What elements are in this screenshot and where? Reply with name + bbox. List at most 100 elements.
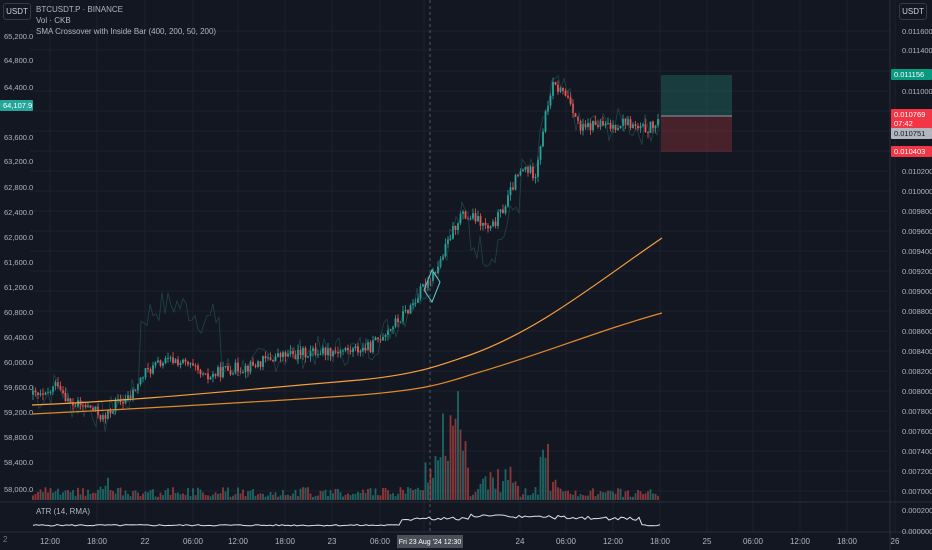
volume-bar xyxy=(129,496,132,500)
symbol-title[interactable]: BTCUSDT.P · BINANCE xyxy=(36,5,123,14)
candle-body xyxy=(202,373,204,375)
candle-body xyxy=(292,350,294,355)
volume-title[interactable]: Vol · CKB xyxy=(36,16,71,25)
right-scale-tick: 0.007000 xyxy=(902,487,932,496)
volume-bar xyxy=(282,490,284,500)
volume-bar xyxy=(332,493,334,500)
volume-bar xyxy=(432,477,434,500)
candle-body xyxy=(232,373,234,375)
left-scale-tick: 60,400.0 xyxy=(4,333,33,342)
candle-body xyxy=(497,212,499,226)
candle-body xyxy=(449,238,452,240)
candle-body xyxy=(567,95,569,98)
candle-body xyxy=(602,121,604,126)
right-scale-unit-button[interactable]: USDT xyxy=(899,3,927,20)
volume-bar xyxy=(217,493,219,500)
volume-bar xyxy=(172,487,174,500)
volume-bar xyxy=(339,492,342,500)
candle-body xyxy=(624,118,627,126)
volume-bar xyxy=(219,493,222,500)
volume-bar xyxy=(97,489,99,500)
right-scale-tick: 0.008000 xyxy=(902,387,932,396)
candle-body xyxy=(209,377,212,380)
candle-body xyxy=(247,365,249,372)
candle-body xyxy=(357,346,359,353)
volume-bar xyxy=(654,493,657,500)
volume-bar xyxy=(507,480,509,500)
time-axis-tick: 12:00 xyxy=(603,537,624,546)
candle-body xyxy=(279,353,282,358)
volume-bar xyxy=(362,489,364,500)
candle-body xyxy=(159,360,162,366)
volume-bar xyxy=(364,492,367,500)
volume-bar xyxy=(334,488,337,500)
volume-bar xyxy=(619,488,622,500)
candle-body xyxy=(114,400,117,412)
candle-body xyxy=(649,121,652,133)
candle-body xyxy=(519,171,522,176)
volume-bar xyxy=(534,487,537,500)
right-scale-tick: 0.009400 xyxy=(902,247,932,256)
time-axis-tick: 06:00 xyxy=(370,537,391,546)
volume-bar xyxy=(122,495,124,500)
volume-bar xyxy=(634,493,637,500)
svg-text:07:42: 07:42 xyxy=(894,119,913,128)
volume-bar xyxy=(272,494,274,500)
right-scale-tick: 0.009600 xyxy=(902,227,932,236)
volume-bar xyxy=(187,487,189,500)
volume-bar xyxy=(112,491,114,500)
volume-bar xyxy=(359,493,362,500)
candle-body xyxy=(484,222,487,226)
volume-bar xyxy=(137,492,139,500)
volume-bar xyxy=(124,490,127,500)
indicator-title[interactable]: SMA Crossover with Inside Bar (400, 200,… xyxy=(36,27,217,36)
volume-bar xyxy=(512,482,514,500)
volume-bar xyxy=(234,494,237,500)
volume-bar xyxy=(42,492,44,500)
candle-body xyxy=(469,218,472,220)
volume-bar xyxy=(157,496,159,500)
inside-bar-marker xyxy=(423,268,441,304)
volume-bar xyxy=(597,494,599,500)
right-scale-tick: 0.011400 xyxy=(902,46,932,55)
left-scale-tick: 64,400.0 xyxy=(4,83,33,92)
candle-body xyxy=(554,82,557,85)
candles xyxy=(32,77,659,424)
candle-body xyxy=(92,407,94,411)
volume-bar xyxy=(424,462,427,500)
candle-body xyxy=(132,389,134,399)
time-axis-tick: 25 xyxy=(703,537,712,546)
volume-bar xyxy=(389,494,392,500)
left-price-badge: 64,107.9 xyxy=(0,100,33,111)
volume-bar xyxy=(462,450,464,500)
volume-bar xyxy=(514,481,517,500)
candle-body xyxy=(337,352,339,354)
volume-bar xyxy=(419,490,422,500)
volume-bar xyxy=(267,495,269,500)
candle-body xyxy=(32,390,34,395)
candle-body xyxy=(614,124,617,130)
volume-bar xyxy=(374,488,377,500)
candle-body xyxy=(532,166,534,179)
left-scale-unit-button[interactable]: USDT xyxy=(3,3,31,20)
volume-bar xyxy=(437,460,439,500)
candle-body xyxy=(217,367,219,376)
volume-bar xyxy=(179,494,182,500)
candle-body xyxy=(474,213,477,222)
left-scale-tick: 61,200.0 xyxy=(4,283,33,292)
volume-bar xyxy=(439,457,442,500)
candle-body xyxy=(177,359,179,366)
log-scale-button[interactable]: 2 xyxy=(3,535,8,544)
time-axis-tick: 12:00 xyxy=(790,537,811,546)
volume-bar xyxy=(59,494,62,500)
volume-bar xyxy=(544,457,547,500)
candle-body xyxy=(349,350,352,352)
volume-bar xyxy=(502,481,504,500)
candle-body xyxy=(597,124,599,127)
left-scale-tick: 65,200.0 xyxy=(4,32,33,41)
volume-bar xyxy=(147,492,149,500)
atr-indicator-title[interactable]: ATR (14, RMA) xyxy=(36,507,91,516)
candle-body xyxy=(139,377,142,385)
